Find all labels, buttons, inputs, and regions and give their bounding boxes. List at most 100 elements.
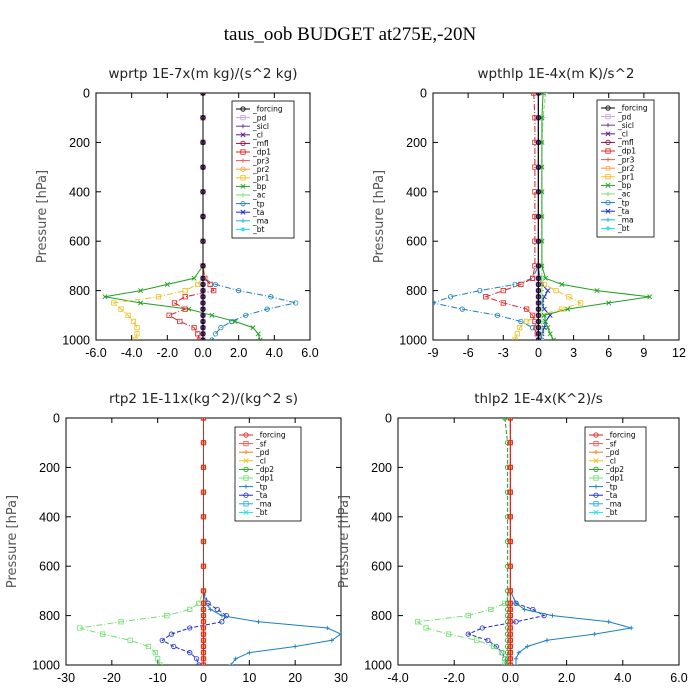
data-point: [250, 325, 256, 331]
legend-entry: _pd: [239, 448, 270, 457]
data-point: [535, 139, 542, 145]
figure-title: taus_oob BUDGET at275E,-20N: [224, 24, 477, 45]
y-tick-label: 800: [69, 284, 90, 298]
data-point: [200, 619, 207, 625]
legend-entry: _ta: [239, 491, 267, 500]
legend-entry: _ta: [236, 208, 264, 217]
y-tick-label: 600: [39, 560, 60, 574]
data-point: [195, 281, 201, 288]
data-point: [507, 650, 513, 656]
data-point: [445, 631, 452, 637]
data-point: [152, 650, 158, 656]
data-point: [200, 612, 207, 619]
legend-entry: _pr2: [236, 165, 270, 174]
data-point: [535, 318, 542, 325]
x-tick-label: 0: [535, 346, 542, 360]
legend-label: _bp: [252, 182, 267, 191]
panel-4: thlp2 1E-4x(K^2)/s Pressure [hPa] 0 200 400 6…: [337, 391, 688, 685]
series-line: [466, 418, 546, 665]
x-tick-label: 6.0: [670, 671, 687, 685]
data-point: [236, 287, 242, 294]
data-point: [550, 613, 555, 618]
data-point: [518, 318, 524, 325]
legend-label: _dp1: [605, 474, 624, 483]
data-point: [540, 93, 546, 96]
legend-label: _sf: [255, 439, 267, 448]
data-point: [200, 263, 206, 269]
legend-entry: _ta: [601, 207, 629, 216]
legend-label: _forcing: [252, 105, 283, 114]
data-point: [200, 464, 207, 470]
legend-entry: _dp1: [236, 148, 271, 157]
data-point: [211, 287, 217, 294]
legend-entry: _ta: [589, 491, 617, 500]
legend-entry: _sf: [589, 439, 617, 448]
legend-label: _pr1: [252, 174, 270, 183]
data-point: [171, 643, 177, 650]
data-point: [132, 337, 138, 340]
legend-label: _ac: [617, 190, 630, 199]
legend-entry: _dp1: [601, 147, 636, 156]
data-point: [551, 337, 557, 340]
legend-entry: _bp: [236, 182, 267, 191]
data-point: [465, 631, 471, 637]
data-point: [200, 631, 207, 637]
panel-3: rtp2 1E-11x(kg^2)/(kg^2 s) Pressure [hPa]…: [5, 391, 348, 685]
legend-entry: _forcing: [239, 431, 286, 440]
series-line: [112, 93, 204, 340]
y-tick-label: 800: [406, 284, 427, 298]
legend-label: _dp2: [605, 465, 624, 474]
series-tp: [433, 93, 545, 340]
data-point: [228, 662, 234, 665]
data-point: [212, 331, 219, 337]
legend-entry: _mfl: [236, 139, 269, 148]
legend-entry: _pr3: [601, 155, 635, 164]
data-point: [541, 294, 547, 300]
data-point: [507, 418, 513, 421]
data-point: [200, 275, 206, 281]
data-point: [187, 606, 193, 613]
data-point: [134, 331, 140, 337]
x-tick-label: 0.0: [502, 671, 519, 685]
series-line: [167, 93, 215, 340]
legend-entry: _bt: [601, 224, 630, 233]
data-point: [459, 306, 465, 312]
data-point: [494, 312, 501, 318]
panel-1: wprtp 1E-7x(m kg)/(s^2 kg) Pressure [hPa]…: [35, 66, 319, 360]
x-tick-label: 10: [242, 671, 256, 685]
legend-entry: _pr1: [236, 174, 270, 183]
x-tick-label: -2.0: [157, 346, 179, 360]
data-point: [535, 93, 542, 96]
legend-label: _bt: [605, 508, 618, 517]
panel-title: wprtp 1E-7x(m kg)/(s^2 kg): [109, 66, 298, 82]
data-point: [200, 514, 207, 520]
data-point: [168, 631, 175, 637]
data-point: [507, 656, 513, 662]
legend-entry: _pd: [589, 448, 620, 457]
legend-label: _cl: [617, 130, 628, 139]
data-point: [516, 650, 522, 655]
legend-entry: _ma: [601, 216, 634, 225]
data-point: [507, 619, 513, 625]
data-point: [524, 318, 530, 325]
legend-label: _cl: [252, 131, 263, 140]
data-point: [507, 440, 513, 446]
x-tick-label: 6: [605, 346, 612, 360]
series-ta: [159, 418, 230, 665]
legend-entry: _dp2: [589, 465, 624, 474]
data-point: [118, 619, 124, 625]
x-tick-label: 2.0: [558, 671, 575, 685]
legend-label: _ma: [617, 216, 634, 225]
legend-label: _ta: [605, 491, 617, 500]
data-point: [200, 318, 206, 325]
legend-label: _bt: [252, 225, 265, 234]
data-point: [200, 440, 207, 446]
legend-label: _bp: [617, 181, 632, 190]
data-point: [200, 325, 206, 331]
data-point: [594, 288, 600, 294]
y-tick-label: 800: [371, 609, 392, 623]
data-point: [479, 625, 485, 631]
data-point: [100, 631, 106, 637]
data-point: [507, 643, 513, 650]
legend-entry: _bt: [236, 225, 265, 234]
